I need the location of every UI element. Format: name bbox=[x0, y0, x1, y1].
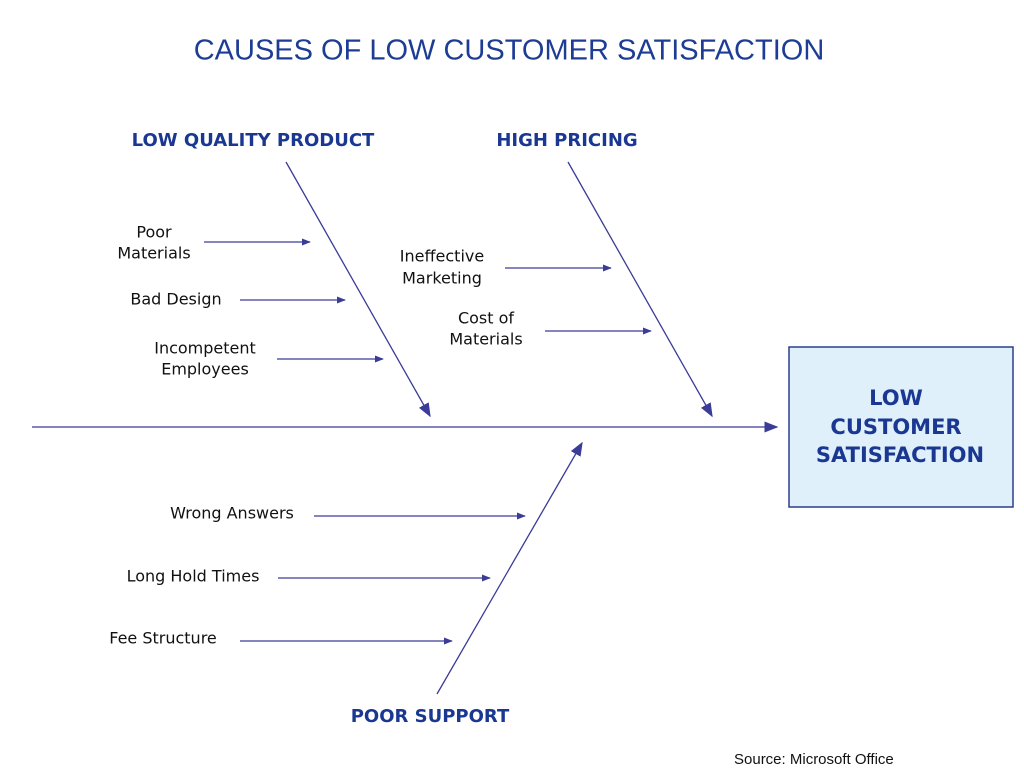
effect-box bbox=[788, 346, 1014, 508]
cause-label: Materials bbox=[449, 330, 522, 349]
cause-label: Incompetent bbox=[154, 339, 256, 358]
category-label: LOW QUALITY PRODUCT bbox=[132, 130, 375, 151]
effect-label: LOW bbox=[869, 386, 923, 410]
category-label: HIGH PRICING bbox=[496, 130, 637, 151]
branch bbox=[285, 161, 431, 418]
source: Source: Microsoft Office bbox=[734, 751, 894, 768]
cause-label: Materials bbox=[117, 244, 190, 263]
effect-label: SATISFACTION bbox=[816, 443, 984, 467]
category-label: POOR SUPPORT bbox=[351, 706, 510, 727]
branch bbox=[436, 441, 583, 695]
cause-label: Long Hold Times bbox=[127, 567, 260, 586]
cause-label: Bad Design bbox=[130, 290, 221, 309]
title: CAUSES OF LOW CUSTOMER SATISFACTION bbox=[194, 35, 825, 67]
cause-label: Ineffective bbox=[400, 247, 484, 266]
branch bbox=[567, 161, 713, 418]
cause-label: Employees bbox=[161, 360, 249, 379]
cause-label: Wrong Answers bbox=[170, 504, 294, 523]
cause-label: Fee Structure bbox=[109, 629, 217, 648]
effect-label: CUSTOMER bbox=[830, 415, 961, 439]
cause-label: Cost of bbox=[458, 309, 514, 328]
cause-label: Poor bbox=[136, 223, 172, 242]
cause-label: Marketing bbox=[402, 269, 482, 288]
